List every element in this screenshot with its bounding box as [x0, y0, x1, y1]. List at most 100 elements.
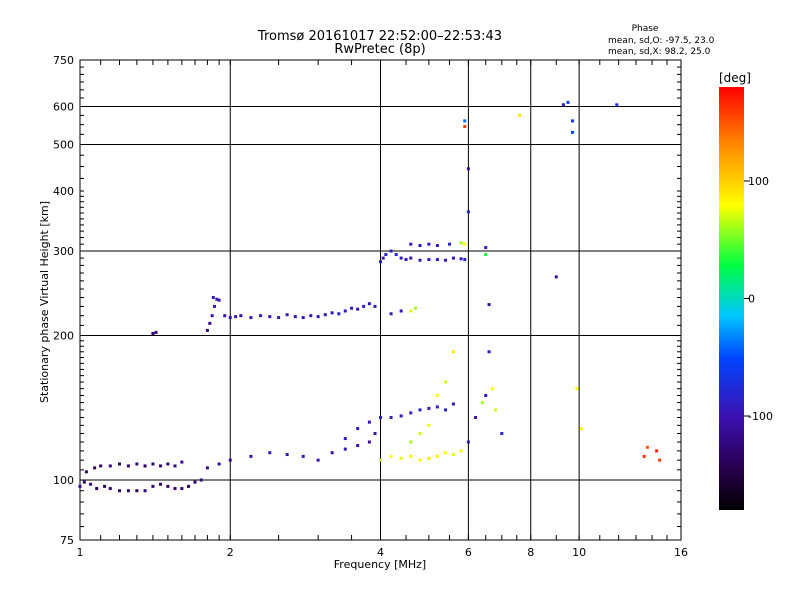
y-tick-label: 400 — [53, 185, 74, 198]
data-point — [89, 482, 93, 486]
data-point — [84, 470, 88, 474]
data-point — [518, 113, 522, 117]
data-point — [399, 456, 403, 460]
data-point — [484, 246, 488, 250]
data-point — [249, 454, 253, 458]
data-point — [500, 432, 504, 436]
data-point — [259, 314, 263, 318]
phase-stats-x: mean, sd,X: 98.2, 25.0 — [608, 47, 711, 57]
data-point — [234, 315, 238, 319]
x-tick-label: 2 — [227, 546, 234, 559]
data-point — [389, 249, 393, 253]
data-point — [215, 297, 219, 301]
colorbar-ticks: 100 0 -100 — [744, 175, 773, 423]
grid — [80, 60, 681, 540]
data-point — [173, 464, 177, 468]
data-point — [554, 275, 558, 279]
plot-area: 1 2 4 6 8 10 16 75 100 200 300 400 500 600 750 — [53, 54, 688, 559]
colorbar-tick-label: -100 — [748, 410, 773, 423]
data-point — [484, 394, 488, 398]
data-point — [208, 321, 212, 325]
data-point — [379, 415, 382, 419]
data-points — [78, 100, 662, 493]
data-point — [323, 313, 327, 317]
data-point — [135, 489, 139, 493]
data-point — [373, 304, 377, 308]
data-point — [228, 316, 232, 320]
data-point — [187, 484, 191, 488]
data-point — [210, 314, 214, 318]
data-point — [166, 462, 170, 466]
data-point — [409, 309, 413, 313]
data-point — [118, 462, 122, 466]
data-point — [451, 350, 455, 354]
colorbar-tick-label: 0 — [748, 293, 755, 306]
data-point — [418, 432, 422, 436]
data-point — [427, 456, 431, 460]
y-tick-label: 200 — [53, 330, 74, 343]
data-point — [330, 311, 334, 315]
x-tick-label: 16 — [674, 546, 688, 559]
data-point — [316, 315, 320, 319]
data-point — [159, 482, 163, 486]
data-point — [389, 312, 393, 316]
y-axis-label: Stationary phase Virtual Height [km] — [38, 201, 51, 403]
data-point — [239, 314, 243, 318]
data-point — [223, 314, 227, 318]
data-point — [143, 489, 147, 493]
data-point — [199, 478, 203, 482]
data-point — [451, 453, 455, 457]
data-point — [135, 462, 139, 466]
data-point — [487, 350, 491, 354]
data-point — [180, 487, 184, 491]
data-point — [249, 316, 253, 320]
data-point — [82, 480, 86, 484]
y-tick-label: 500 — [53, 139, 74, 152]
data-point — [566, 100, 570, 104]
data-point — [399, 309, 403, 313]
data-point — [381, 256, 385, 260]
data-point — [494, 408, 498, 412]
phase-stats-o: mean, sd,O: -97.5, 23.0 — [608, 36, 715, 46]
data-point — [399, 414, 403, 418]
data-point — [480, 401, 484, 405]
x-tick-label: 10 — [572, 546, 586, 559]
data-point — [404, 258, 408, 262]
data-point — [409, 256, 413, 260]
data-point — [427, 423, 431, 427]
data-point — [356, 427, 360, 431]
data-point — [350, 306, 354, 310]
data-point — [463, 242, 467, 246]
x-tick-label: 1 — [77, 546, 84, 559]
data-point — [409, 440, 413, 444]
data-point — [166, 484, 170, 488]
data-point — [435, 405, 439, 409]
colorbar-label: [deg] — [719, 71, 751, 85]
data-point — [487, 303, 491, 307]
x-tick-label: 4 — [377, 546, 384, 559]
y-ticks: 75 100 200 300 400 500 600 750 — [53, 54, 681, 547]
data-point — [356, 307, 360, 311]
data-point — [444, 451, 448, 455]
data-point — [108, 487, 112, 491]
data-point — [301, 316, 305, 320]
data-point — [211, 296, 215, 300]
data-point — [571, 119, 575, 123]
data-point — [389, 415, 393, 419]
data-point — [473, 415, 477, 419]
data-point — [293, 315, 297, 319]
data-point — [413, 306, 417, 310]
data-point — [367, 302, 371, 306]
data-point — [103, 484, 107, 488]
data-point — [642, 454, 646, 458]
data-point — [384, 253, 388, 257]
data-point — [78, 484, 82, 488]
chart-title-line2: RwPretec (8p) — [334, 42, 425, 57]
data-point — [435, 394, 439, 398]
data-point — [373, 432, 377, 436]
data-point — [316, 458, 320, 462]
data-point — [154, 330, 158, 334]
data-point — [95, 487, 99, 491]
data-point — [356, 444, 360, 448]
